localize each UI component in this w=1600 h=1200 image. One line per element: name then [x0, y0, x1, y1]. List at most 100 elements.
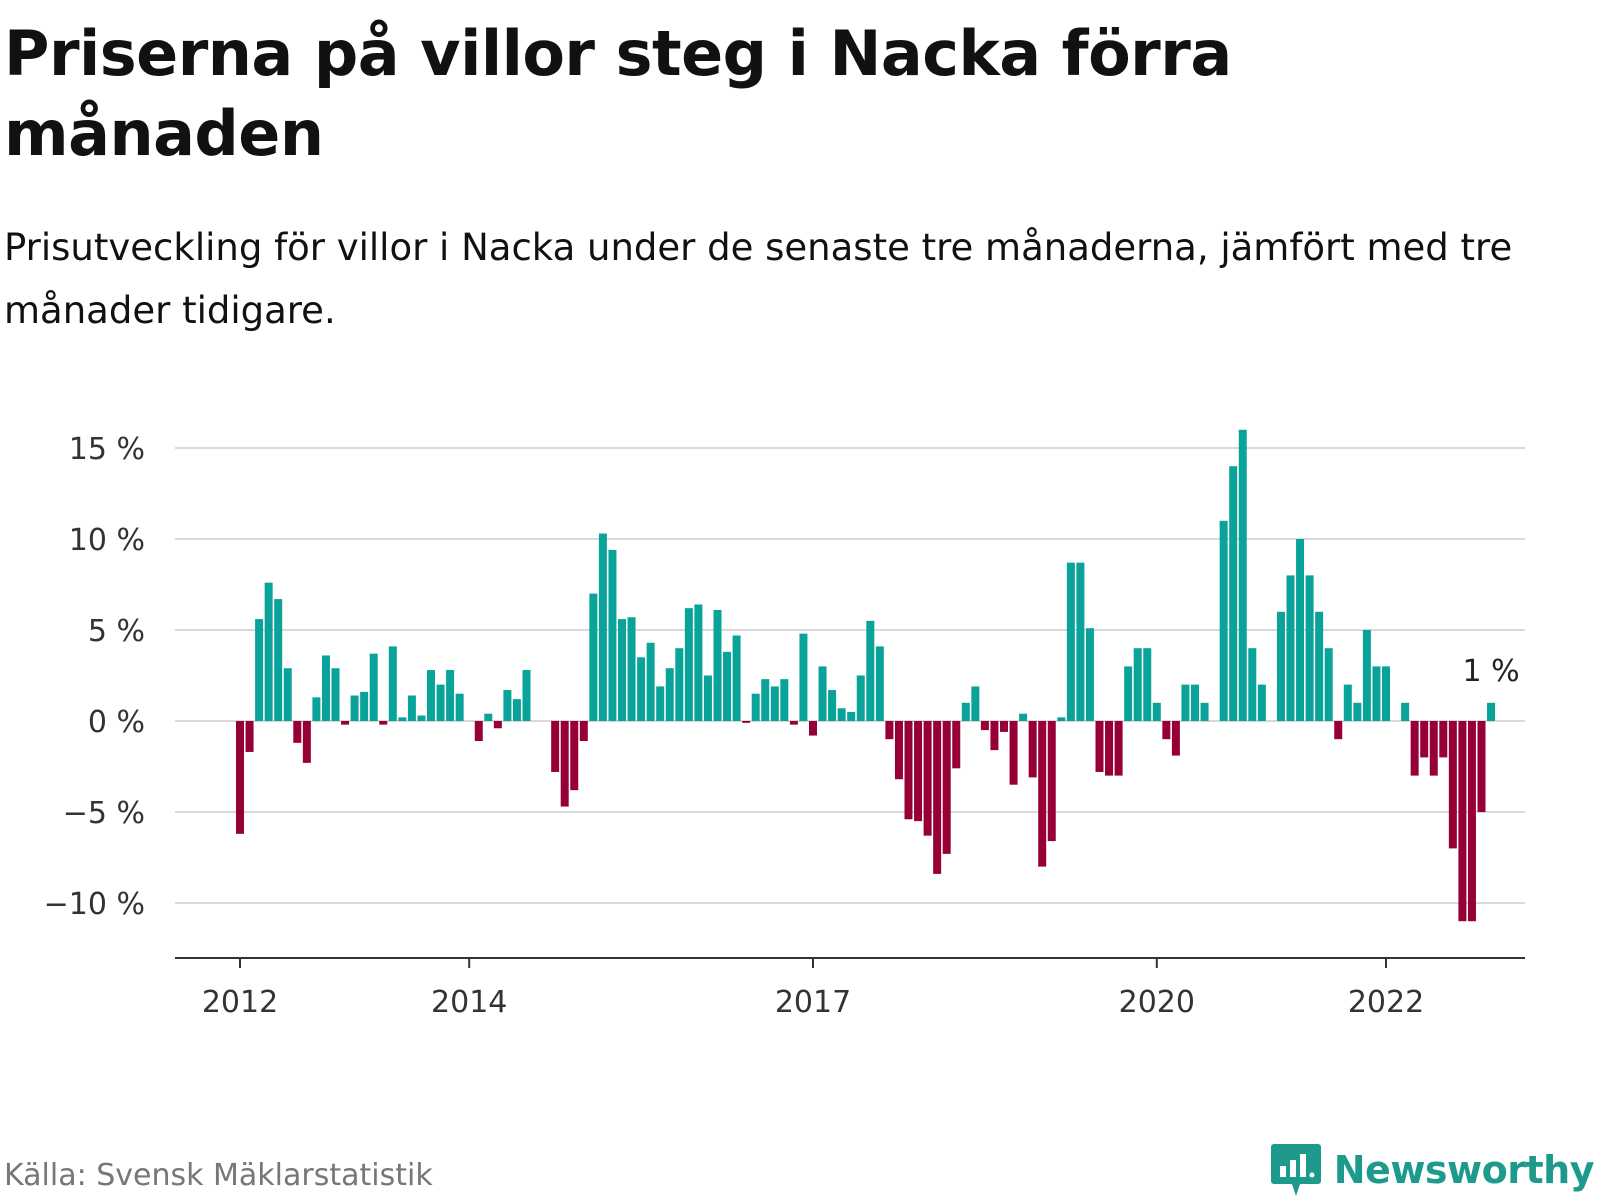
bar-negative	[1000, 721, 1008, 732]
bar-positive	[770, 686, 779, 721]
bar-positive	[971, 686, 980, 721]
bar-positive	[255, 619, 264, 721]
bar-negative	[1429, 721, 1438, 776]
bar-positive	[455, 693, 464, 721]
bar-positive	[1133, 648, 1142, 721]
bar-negative	[245, 721, 254, 752]
y-axis-tick-labels: 15 % 10 % 5 % 0 % −5 % −10 %	[44, 432, 145, 922]
bar-negative	[1410, 721, 1419, 776]
bar-positive	[436, 684, 445, 721]
x-axis-tick-labels: 2012 2014 2017 2020 2022	[202, 985, 1424, 1020]
bar-negative	[923, 721, 932, 836]
y-tick-label: −10 %	[44, 887, 145, 922]
bar-positive	[388, 646, 397, 721]
bar-positive	[1382, 666, 1390, 721]
bar-positive	[723, 651, 732, 721]
bar-negative	[493, 721, 502, 729]
bar-negative	[1420, 721, 1429, 758]
bar-positive	[1372, 666, 1381, 721]
bar-negative	[1009, 721, 1018, 785]
bar-positive	[1286, 575, 1295, 721]
bar-positive	[1124, 666, 1133, 721]
bar-positive	[484, 713, 493, 721]
bar-positive	[1276, 611, 1285, 721]
x-axis	[175, 957, 1525, 968]
bar-positive	[417, 715, 426, 721]
bar-negative	[789, 721, 798, 725]
bar-positive	[321, 655, 330, 721]
bar-negative	[1467, 721, 1476, 922]
bar-negative	[1047, 721, 1056, 842]
y-tick-label: 15 %	[69, 432, 145, 467]
bar-positive	[1401, 702, 1410, 721]
bar-negative	[551, 721, 560, 772]
bar-positive	[1343, 684, 1352, 721]
bar-positive	[713, 609, 722, 721]
bar-positive	[1238, 429, 1247, 721]
bar-positive	[780, 679, 789, 721]
source-note: Källa: Svensk Mäklarstatistik	[4, 1158, 433, 1193]
bar-positive	[675, 648, 684, 721]
bar-negative	[1448, 721, 1457, 849]
bar-positive	[1219, 520, 1228, 721]
bar-positive	[350, 695, 359, 721]
bar-negative	[1171, 721, 1180, 756]
bar-negative	[742, 721, 751, 723]
bar-positive	[1191, 684, 1199, 721]
bar-positive	[1248, 648, 1257, 721]
bar-positive	[961, 702, 970, 721]
bar-negative	[302, 721, 311, 763]
bar-positive	[732, 635, 741, 721]
bar-positive	[847, 711, 856, 721]
bar-negative	[980, 721, 989, 731]
bar-positive	[1362, 630, 1371, 721]
bar-negative	[1162, 721, 1171, 740]
bar-positive	[608, 549, 617, 721]
x-tick-label: 2020	[1119, 985, 1195, 1020]
bar-positive	[274, 599, 283, 721]
bar-negative	[914, 721, 923, 822]
bar-positive	[1296, 539, 1305, 721]
bar-positive	[369, 653, 378, 721]
bar-positive	[1085, 628, 1094, 721]
bar-negative	[1095, 721, 1104, 772]
bar-chart: 15 % 10 % 5 % 0 % −5 % −10 % 2012 2014 2017 2020…	[44, 429, 1525, 1020]
y-tick-label: −5 %	[63, 796, 145, 831]
bar-positive	[1200, 702, 1209, 721]
bar-positive	[503, 690, 512, 721]
bar-positive	[1152, 702, 1161, 721]
bar-positive	[1324, 648, 1333, 721]
bar-positive	[856, 675, 865, 721]
bar-negative	[1334, 721, 1343, 740]
bar-positive	[446, 670, 455, 721]
bar-positive	[331, 668, 340, 721]
chart-title: Priserna på villor steg i Nacka förra må…	[4, 17, 1232, 170]
newsworthy-logo[interactable]: Newsworthy	[1270, 1142, 1595, 1198]
y-tick-label: 0 %	[88, 705, 145, 740]
x-tick-label: 2014	[431, 985, 507, 1020]
x-tick-label: 2017	[775, 985, 851, 1020]
bar-positive	[694, 604, 703, 721]
bar-negative	[885, 721, 894, 740]
bar-negative	[894, 721, 903, 780]
bar-negative	[570, 721, 579, 791]
bar-positive	[684, 608, 693, 721]
bar-negative	[1439, 721, 1448, 758]
bar-negative	[904, 721, 913, 820]
bar-positive	[656, 686, 665, 721]
bar-positive	[427, 670, 435, 721]
bar-positive	[283, 668, 292, 721]
last-value-label: 1 %	[1462, 654, 1519, 689]
bar-positive	[512, 699, 521, 721]
bar-positive	[665, 668, 674, 721]
bar-positive	[637, 657, 646, 721]
chart-subtitle: Prisutveckling för villor i Nacka under …	[4, 226, 1513, 332]
bar-negative	[236, 721, 244, 834]
y-tick-label: 10 %	[69, 523, 145, 558]
bar-negative	[560, 721, 569, 807]
bar-negative	[1028, 721, 1037, 778]
bar-negative	[933, 721, 942, 874]
bar-negative	[952, 721, 961, 769]
bar-positive	[875, 646, 884, 721]
bars	[236, 429, 1496, 922]
